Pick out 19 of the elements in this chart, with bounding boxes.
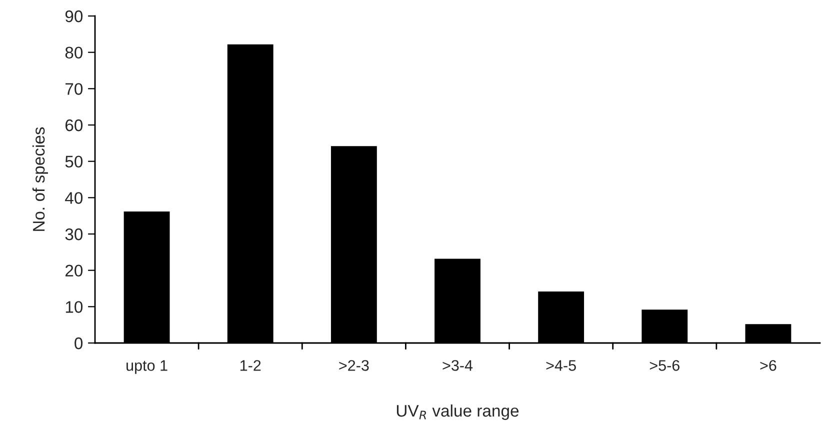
y-tick-label: 90 [65,10,83,22]
x-tick-label: upto 1 [126,360,168,374]
y-tick-label: 0 [74,337,83,350]
y-tick-label: 20 [65,264,83,277]
x-tick-label: >2-3 [339,360,369,371]
y-tick-label: 80 [65,46,83,59]
x-tick-label: >5-6 [650,360,680,371]
y-tick-label: 60 [66,119,83,132]
y-tick-label: 70 [66,83,83,95]
y-tick-label: 50 [65,156,83,168]
x-tick-label: >6 [760,360,776,371]
y-tick-label: 30 [65,228,83,240]
x-axis-title: UV$_{R}$ value range [396,404,519,420]
y-axis-title: No. of species [32,127,48,231]
y-tick-label: 40 [65,192,83,204]
x-tick-label: >4-5 [546,360,576,371]
x-tick-label: 1-2 [240,360,261,371]
x-tick-label: >3-4 [442,360,473,371]
y-tick-label: 10 [66,301,83,313]
